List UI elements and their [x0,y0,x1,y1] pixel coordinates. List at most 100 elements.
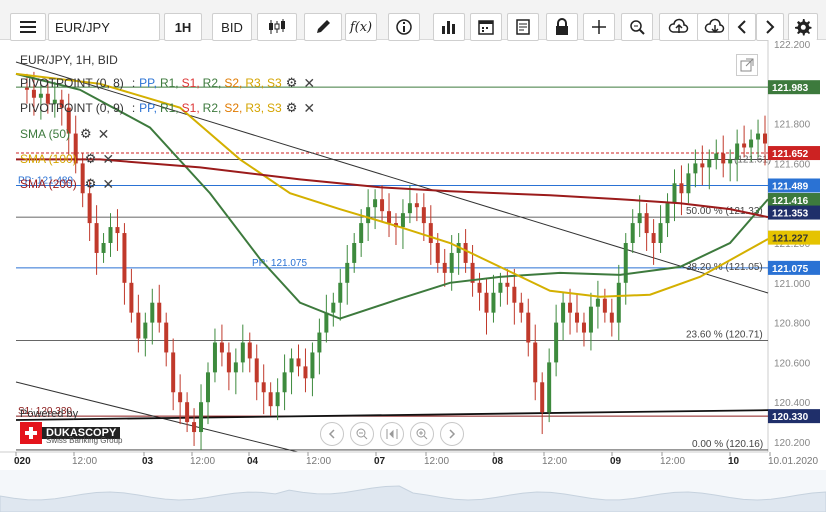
gear-icon[interactable]: ⚙ [84,176,97,191]
price-badge [768,260,820,275]
gear-icon [795,19,812,36]
crosshair-icon [592,20,606,34]
zoom-out-button[interactable] [350,422,374,446]
time-tick-label: 12:00 [660,456,685,467]
legend-pp: PP, [139,76,157,90]
candle-body [672,183,677,204]
fit-button[interactable] [380,422,404,446]
price-tick-label: 121.800 [774,120,811,131]
candle-body [150,302,155,323]
instrument-select[interactable]: EUR/JPY [48,13,160,41]
period-label: 1H [174,19,192,35]
sma-100-line [15,72,769,298]
info-button[interactable] [388,13,420,41]
toolbar: EUR/JPY 1H BID f(x) [0,0,826,41]
close-icon[interactable]: ✕ [303,75,316,91]
settings-button[interactable] [788,13,818,41]
candle-body [519,302,524,313]
price-badge-label: 121.227 [772,234,809,245]
candlestick-icon [269,19,285,34]
candle-body [136,312,141,339]
scroll-right-button[interactable] [756,13,784,41]
close-icon[interactable]: ✕ [303,100,316,116]
time-tick-label: 08 [492,456,504,467]
hamburger-icon [20,21,36,33]
zoom-button[interactable] [621,13,653,41]
chevron-right-icon [449,429,456,439]
period-select[interactable]: 1H [164,13,202,41]
download-icon [704,18,725,34]
time-tick-label: 12:00 [424,456,449,467]
candle-body [143,322,148,339]
gear-icon[interactable]: ⚙ [84,151,97,166]
candle-body [282,372,287,393]
side-select[interactable]: BID [212,13,252,41]
download-button[interactable] [697,13,733,41]
brand-sub: Swiss Banking Group [46,436,123,445]
candle-body [52,99,57,104]
report-button[interactable] [507,13,539,41]
candle-body [414,203,419,208]
navigator-series [0,485,826,512]
candle-body [700,163,705,168]
time-tick-label: 03 [142,456,154,467]
gear-icon[interactable]: ⚙ [285,100,298,115]
legend-sma-50-label: SMA (50) [20,127,71,141]
price-badge [768,230,820,245]
price-axis [768,40,826,460]
scroll-forward-button[interactable] [440,422,464,446]
candle-body [122,233,127,283]
candle-body [609,312,614,323]
candle-body [338,282,343,303]
time-tick-label: 10 [728,456,740,467]
branding: Powered by DUKASCOPY Swiss Banking Group [20,408,122,445]
scroll-back-button[interactable] [320,422,344,446]
bar-chart-button[interactable] [433,13,465,41]
crosshair-button[interactable] [583,13,615,41]
candle-body [261,382,266,393]
gear-icon[interactable]: ⚙ [80,126,92,141]
fit-icon [386,429,398,439]
powered-by-text: Powered by [20,408,79,420]
popout-button[interactable] [736,54,758,76]
hamburger-menu-button[interactable] [10,13,46,41]
candle-body [233,362,238,373]
candle-body [352,243,357,263]
close-icon[interactable]: ✕ [102,151,115,167]
legend-s1: S1, [181,76,200,90]
close-icon[interactable]: ✕ [97,126,110,142]
candle-body [296,358,301,367]
candle-body [470,262,475,283]
gear-icon[interactable]: ⚙ [285,75,298,90]
price-badge-label: 121.416 [772,196,809,207]
candle-body [540,382,545,413]
chart-type-button[interactable] [257,13,297,41]
candle-body [178,392,183,403]
price-badge-label: 120.330 [772,412,809,423]
scroll-left-button[interactable] [728,13,756,41]
close-icon[interactable]: ✕ [102,176,115,192]
instrument-label: EUR/JPY [55,19,110,35]
candle-body [331,302,336,313]
chart-area[interactable]: 122.200122.000121.800121.600121.400121.2… [0,40,826,512]
lock-button[interactable] [546,13,578,41]
upload-button[interactable] [659,13,699,41]
candle-body [763,133,767,144]
price-badge [768,178,820,193]
legend-sma-100-label: SMA (100) [20,152,77,166]
candle-body [728,159,733,164]
indicators-button[interactable]: f(x) [345,13,377,41]
zoom-in-button[interactable] [410,422,434,446]
calendar-icon [478,20,494,35]
legend-r1: R1, [159,76,179,90]
candle-body [289,358,294,373]
candle-body [616,282,621,323]
candle-body [630,223,635,243]
candle-body [380,199,385,212]
price-chart[interactable]: 122.200122.000121.800121.600121.400121.2… [0,40,826,512]
price-tick-label: 120.600 [774,358,811,369]
draw-tool-button[interactable] [304,13,342,41]
candle-body [226,352,231,373]
calendar-button[interactable] [470,13,502,41]
candle-body [73,133,78,164]
